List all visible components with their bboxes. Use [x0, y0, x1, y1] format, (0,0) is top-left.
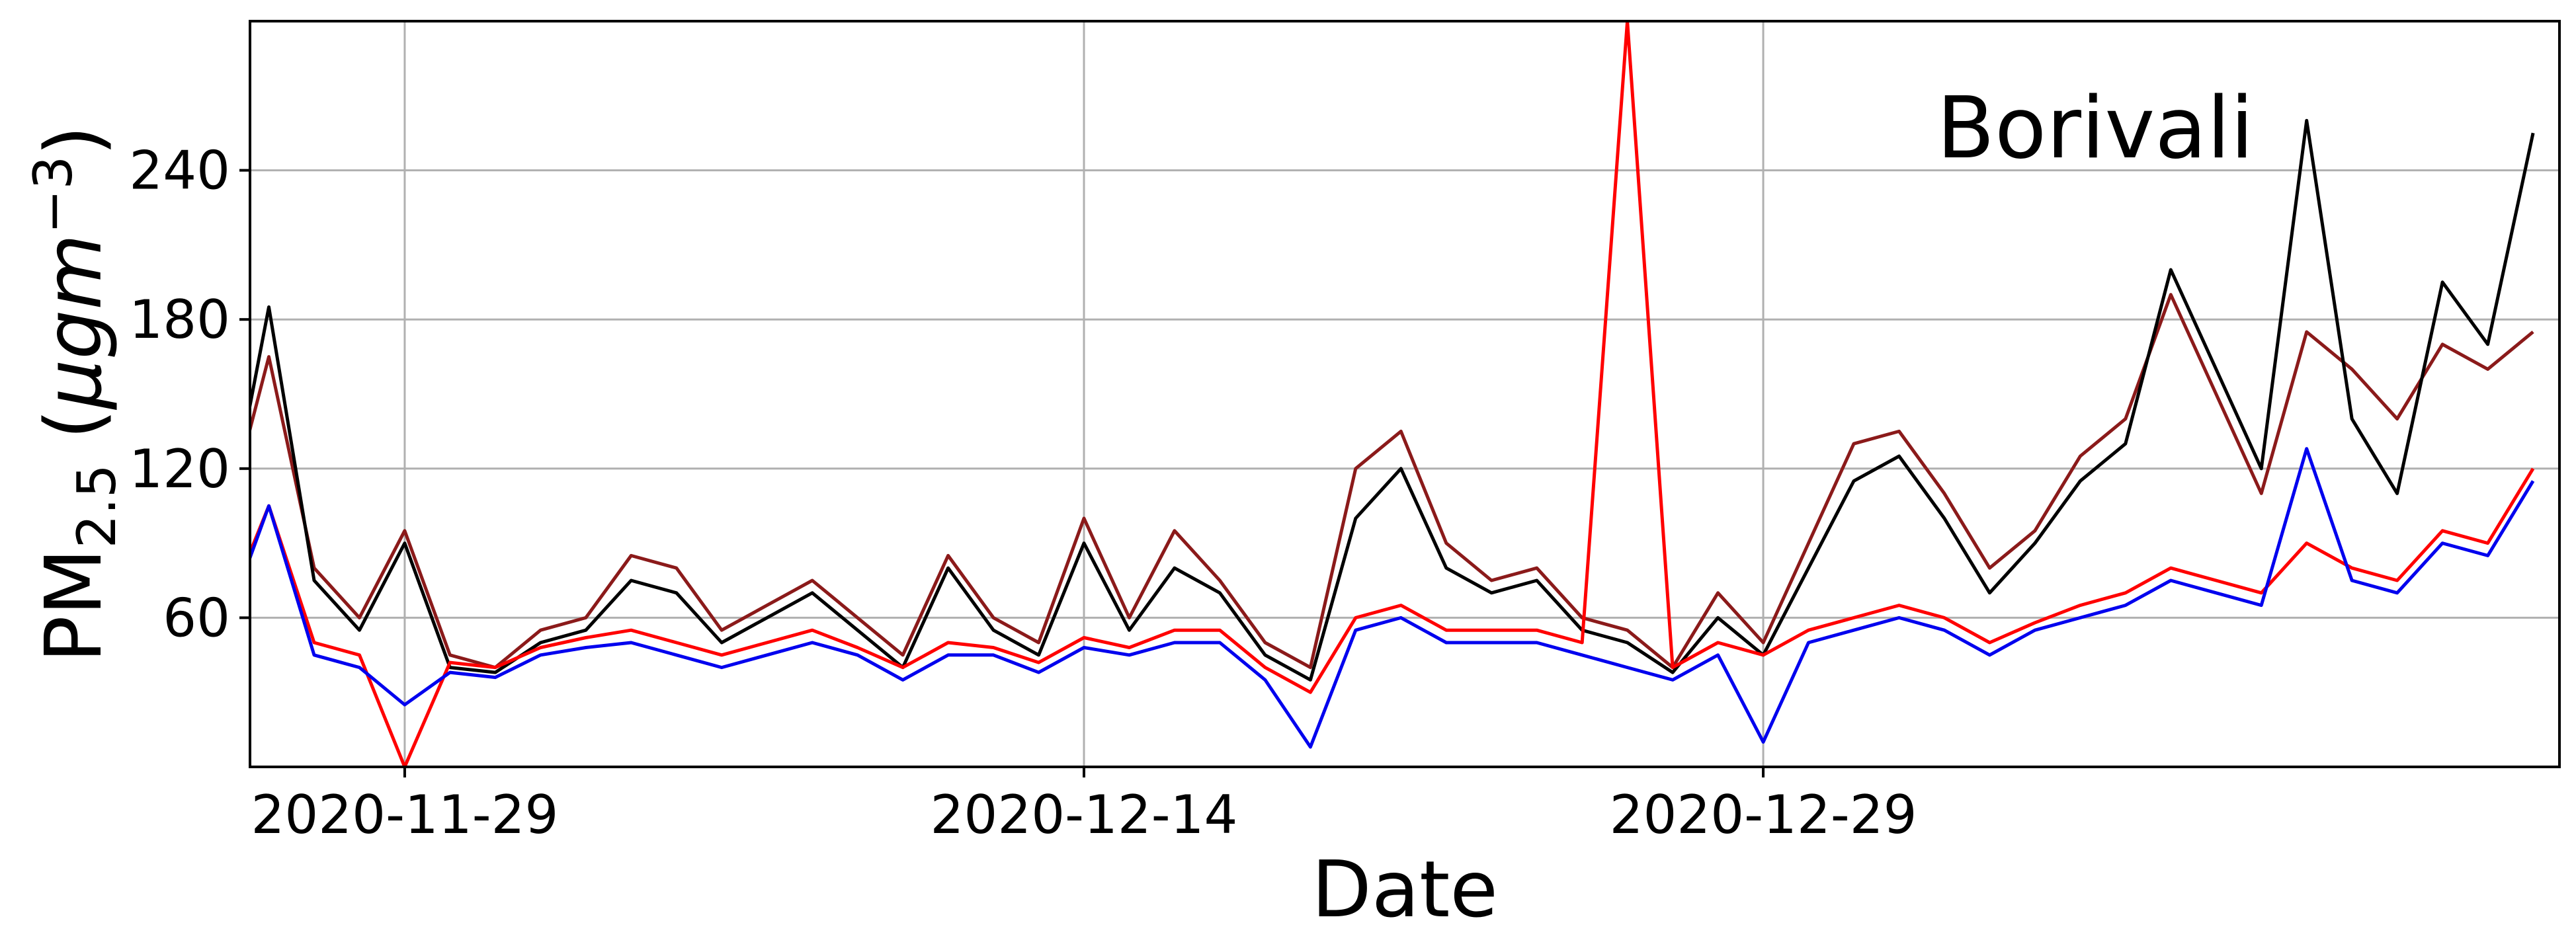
y-tick-label: 120	[129, 438, 230, 500]
y-tick-label: 240	[129, 140, 230, 202]
y-label-close: )	[28, 126, 119, 156]
y-label-main: PM	[28, 548, 119, 662]
y-tick-label: 60	[163, 587, 230, 649]
x-tick-label: 2020-11-29	[251, 784, 558, 846]
y-label-unit: μgm	[28, 234, 119, 411]
x-axis-label: Date	[1311, 844, 1498, 935]
y-label-open: (	[28, 409, 119, 465]
series-line-4	[250, 447, 2535, 749]
series-group	[250, 21, 2535, 767]
y-axis-ticks: 60 120 180 240	[129, 140, 250, 649]
plot-annotation: Borivali	[1936, 79, 2254, 178]
series-line-3	[250, 21, 2535, 767]
y-axis-label: PM2.5 (μgm−3)	[22, 126, 128, 663]
grid	[250, 21, 2559, 767]
plot-frame	[249, 20, 2561, 768]
y-label-sub: 2.5	[66, 464, 128, 548]
series-line-2	[250, 118, 2535, 682]
y-tick-label: 180	[129, 289, 230, 350]
x-tick-label: 2020-12-14	[931, 784, 1238, 846]
x-axis-ticks: 2020-11-29 2020-12-14 2020-12-29	[251, 767, 1917, 846]
y-label-sup: −3	[22, 156, 84, 234]
x-tick-label: 2020-12-29	[1610, 784, 1917, 846]
